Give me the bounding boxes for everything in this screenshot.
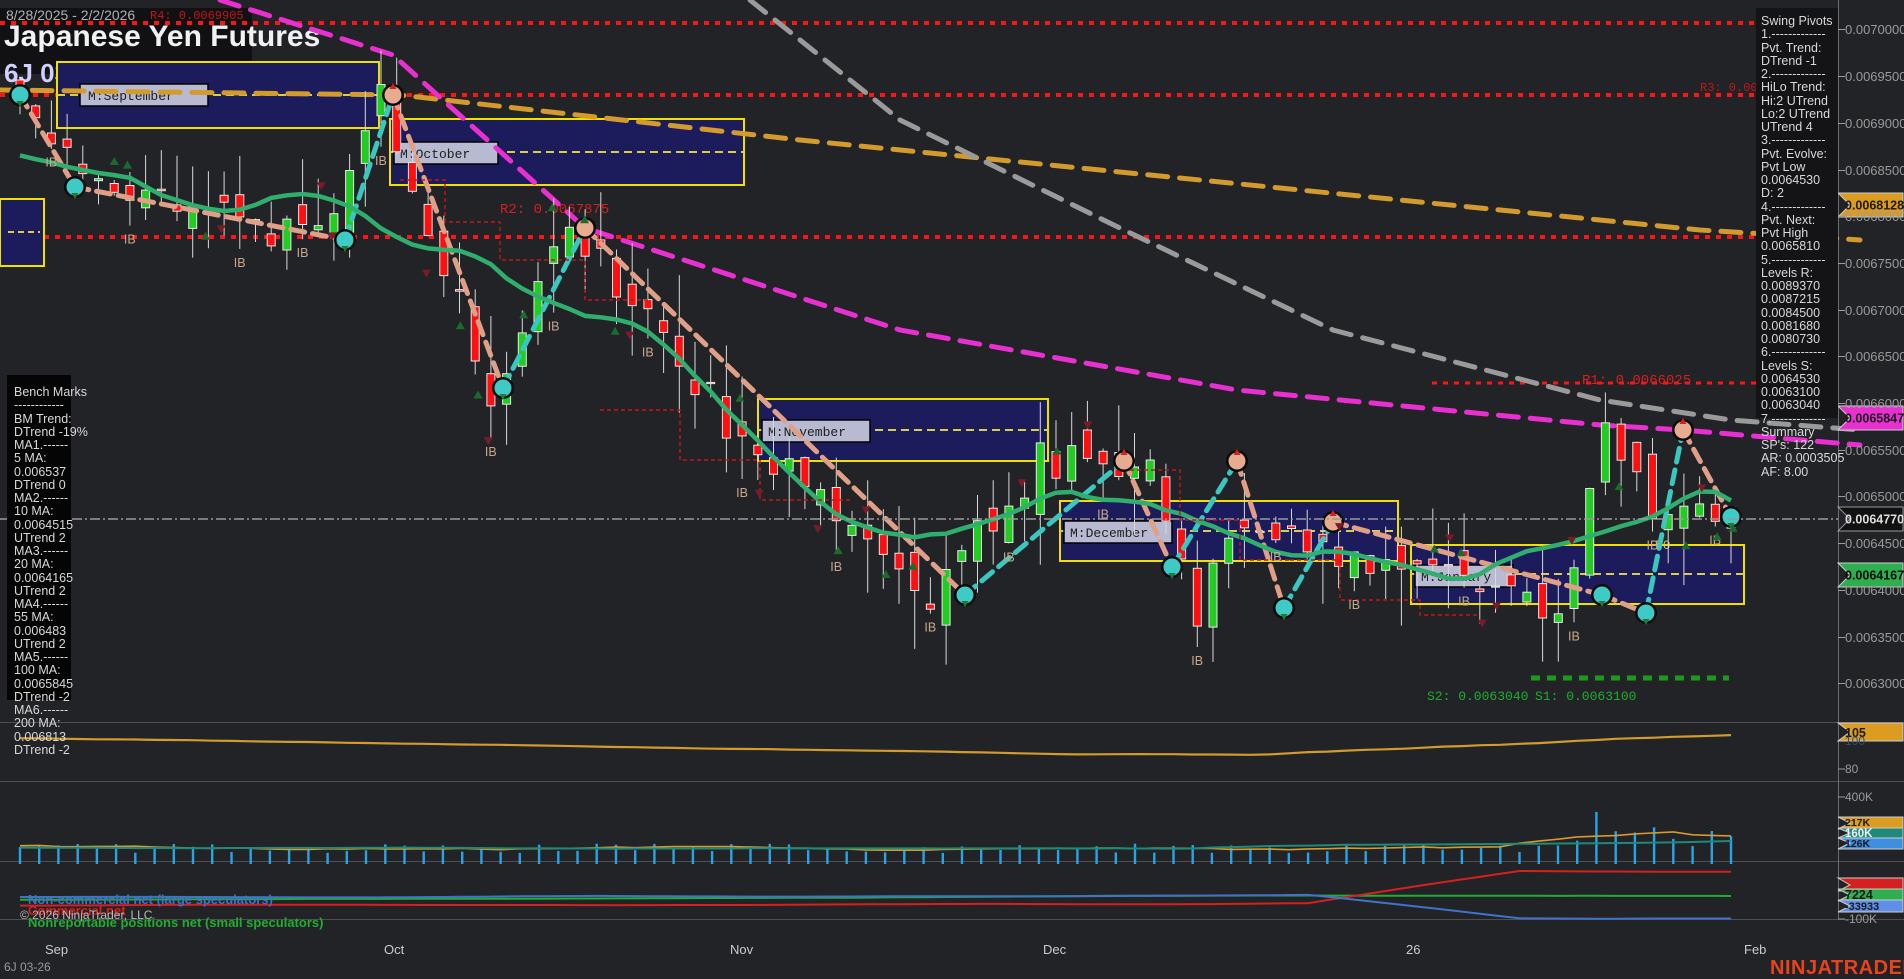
svg-text:0.0064770: 0.0064770 (1845, 513, 1904, 527)
svg-text:S1: 0.0063100: S1: 0.0063100 (1535, 689, 1636, 704)
svg-text:IB: IB (45, 156, 57, 170)
svg-text:IB: IB (1647, 539, 1659, 553)
svg-text:IB: IB (1568, 629, 1580, 643)
svg-text:IB: IB (924, 621, 936, 635)
svg-text:126K: 126K (1845, 838, 1871, 850)
svg-text:IB: IB (124, 233, 136, 247)
svg-text:IB: IB (485, 445, 497, 459)
svg-text:80: 80 (1845, 762, 1859, 776)
svg-text:R4: 0.0069905: R4: 0.0069905 (150, 9, 244, 23)
svg-text:IB: IB (1458, 595, 1470, 609)
svg-text:IB: IB (297, 246, 309, 260)
svg-text:0.0065847: 0.0065847 (1845, 412, 1904, 426)
svg-text:IB: IB (1191, 654, 1203, 668)
svg-text:IB: IB (375, 154, 387, 168)
svg-text:R1: 0.0066025: R1: 0.0066025 (1582, 373, 1691, 389)
svg-text:IB: IB (736, 486, 748, 500)
svg-text:100: 100 (1845, 734, 1865, 748)
svg-text:M:November: M:November (768, 425, 846, 440)
svg-text:IB: IB (234, 256, 246, 270)
svg-text:IB: IB (1003, 550, 1015, 564)
svg-text:IB: IB (1348, 598, 1360, 612)
svg-text:IB: IB (1270, 550, 1282, 564)
svg-text:M:October: M:October (400, 147, 470, 162)
svg-text:M:December: M:December (1070, 526, 1148, 541)
svg-text:IB: IB (548, 320, 560, 334)
svg-text:400K: 400K (1845, 790, 1873, 804)
svg-text:IB: IB (642, 346, 654, 360)
svg-text:IB: IB (1097, 507, 1109, 521)
svg-text:S2: 0.0063040: S2: 0.0063040 (1427, 689, 1528, 704)
svg-text:0.0064167: 0.0064167 (1845, 569, 1904, 583)
svg-text:IB: IB (830, 560, 842, 574)
svg-text:-100K: -100K (1845, 912, 1877, 926)
